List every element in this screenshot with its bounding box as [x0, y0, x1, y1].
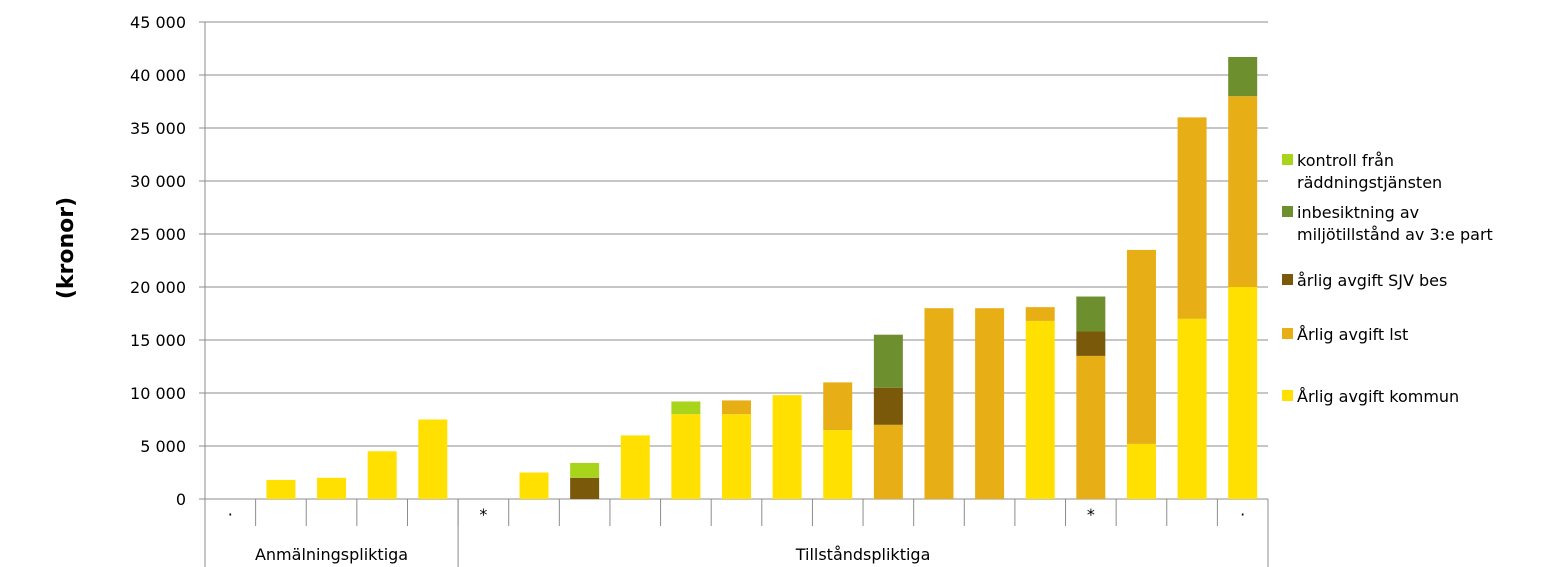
- y-tick-label: 45 000: [130, 13, 186, 32]
- bar-segment: [1177, 318, 1207, 499]
- y-tick-label: 10 000: [130, 384, 186, 403]
- bar-segment: [570, 477, 600, 499]
- bar-segment: [1076, 296, 1106, 332]
- bar-segment: [1228, 56, 1258, 97]
- legend-swatch: [1282, 328, 1293, 339]
- axes: [204, 22, 1269, 567]
- x-category-label: *: [1087, 505, 1095, 524]
- y-tick-label: 5 000: [140, 437, 186, 456]
- legend-swatch: [1282, 154, 1293, 165]
- bar-segment: [671, 401, 701, 415]
- bar-segment: [1076, 331, 1106, 356]
- x-group-labels: Anmälningspliktiga Tillståndspliktiga: [255, 545, 930, 564]
- bar-segment: [823, 382, 853, 431]
- legend-label: kontroll från: [1297, 151, 1394, 170]
- bar-segment: [1228, 96, 1258, 287]
- legend-label: räddningstjänsten: [1297, 173, 1442, 192]
- legend-label: miljötillstånd av 3:e part: [1297, 225, 1493, 244]
- bar-segment: [722, 400, 751, 415]
- legend-swatch: [1282, 274, 1293, 285]
- bar-segment: [266, 479, 296, 499]
- bar-segment: [1228, 287, 1258, 499]
- bar-segment: [367, 451, 397, 499]
- bar-segment: [772, 395, 802, 499]
- bar-segment: [722, 414, 751, 499]
- y-tick-label: 15 000: [130, 331, 186, 350]
- bar-segment: [1076, 355, 1106, 499]
- bar-segment: [873, 334, 903, 388]
- bar-segment: [620, 435, 650, 499]
- bar-segment: [1025, 320, 1055, 499]
- y-axis-label: (kronor): [54, 197, 79, 299]
- bar-segment: [1126, 443, 1156, 499]
- y-tick-labels: 0 5 000 10 000 15 000 20 000 25 000 30 000 35 0…: [130, 13, 186, 509]
- bar-segment: [317, 477, 347, 499]
- bar-segment: [519, 472, 549, 499]
- x-category-labels: · * * ·: [228, 505, 1245, 524]
- legend-label: Årlig avgift kommun: [1297, 387, 1459, 406]
- legend-label: Årlig avgift lst: [1297, 325, 1408, 344]
- x-category-label: ·: [1240, 505, 1245, 524]
- bars: [266, 56, 1258, 499]
- bar-segment: [671, 414, 701, 499]
- y-tick-label: 0: [176, 490, 186, 509]
- x-category-label: ·: [228, 505, 233, 524]
- y-tick-label: 35 000: [130, 119, 186, 138]
- gridlines: [199, 21, 1268, 500]
- legend-swatch: [1282, 206, 1293, 217]
- legend: kontroll från räddningstjänsten inbesiktni…: [1282, 151, 1493, 406]
- y-tick-label: 30 000: [130, 172, 186, 191]
- legend-swatch: [1282, 390, 1293, 401]
- bar-segment: [975, 308, 1005, 499]
- bar-segment: [1025, 307, 1055, 321]
- bar-segment: [1126, 249, 1156, 444]
- y-tick-label: 25 000: [130, 225, 186, 244]
- bar-segment: [873, 387, 903, 425]
- bar-segment: [823, 430, 853, 499]
- bar-segment: [1177, 117, 1207, 319]
- x-category-label: *: [479, 505, 487, 524]
- bar-segment: [418, 419, 448, 499]
- x-group-label: Anmälningspliktiga: [255, 545, 408, 564]
- bar-segment: [924, 308, 954, 499]
- legend-label: årlig avgift SJV bes: [1297, 271, 1447, 290]
- bar-segment: [570, 462, 600, 478]
- y-tick-label: 20 000: [130, 278, 186, 297]
- legend-label: inbesiktning av: [1297, 203, 1419, 222]
- y-tick-label: 40 000: [130, 66, 186, 85]
- x-group-label: Tillståndspliktiga: [795, 545, 931, 564]
- bar-segment: [873, 424, 903, 499]
